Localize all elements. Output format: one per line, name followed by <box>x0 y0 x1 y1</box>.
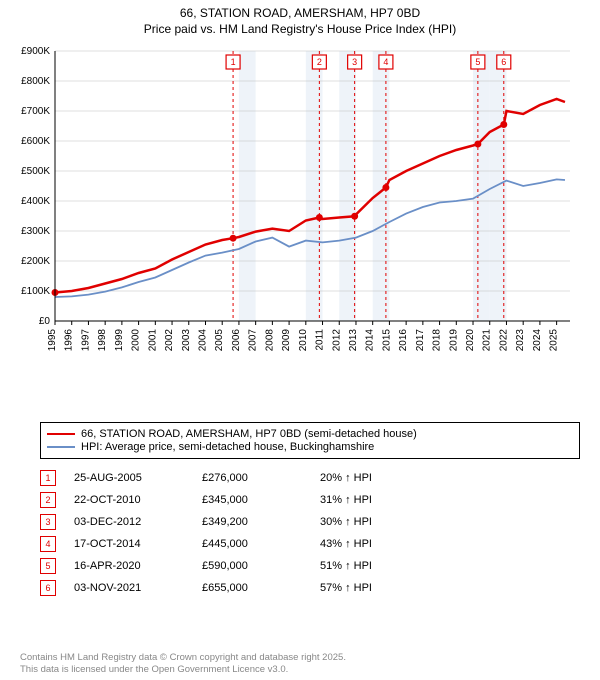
x-tick-label: 2000 <box>131 329 142 352</box>
footer-text: Contains HM Land Registry data © Crown c… <box>20 652 580 676</box>
legend-item: 66, STATION ROAD, AMERSHAM, HP7 0BD (sem… <box>47 428 573 440</box>
event-row: 4 17-OCT-2014 £445,000 43% ↑ HPI <box>40 533 580 555</box>
legend-swatch <box>47 446 75 448</box>
x-tick-label: 2002 <box>164 329 175 352</box>
x-tick-label: 2001 <box>147 329 158 352</box>
y-tick-label: £0 <box>39 316 51 327</box>
y-tick-label: £700K <box>21 106 50 117</box>
data-point <box>230 235 237 242</box>
chart-container: £0 £100K £200K £300K £400K £500K £600K £700K £80… <box>10 43 580 414</box>
event-row: 1 25-AUG-2005 £276,000 20% ↑ HPI <box>40 467 580 489</box>
event-number: 3 <box>40 514 56 530</box>
x-tick-label: 2021 <box>482 329 493 352</box>
x-tick-label: 2024 <box>532 329 543 352</box>
event-row: 5 16-APR-2020 £590,000 51% ↑ HPI <box>40 555 580 577</box>
x-tick-label: 2017 <box>415 329 426 352</box>
event-date: 03-DEC-2012 <box>74 516 184 528</box>
event-row: 2 22-OCT-2010 £345,000 31% ↑ HPI <box>40 489 580 511</box>
event-number: 4 <box>40 536 56 552</box>
title-line1: 66, STATION ROAD, AMERSHAM, HP7 0BD <box>0 6 600 22</box>
x-tick-label: 2003 <box>181 329 192 352</box>
data-point <box>500 121 507 128</box>
x-tick-label: 2023 <box>515 329 526 352</box>
event-date: 25-AUG-2005 <box>74 472 184 484</box>
x-tick-label: 1999 <box>114 329 125 352</box>
event-pct: 51% ↑ HPI <box>320 560 372 572</box>
event-pct: 43% ↑ HPI <box>320 538 372 550</box>
event-row: 6 03-NOV-2021 £655,000 57% ↑ HPI <box>40 577 580 599</box>
event-price: £655,000 <box>202 582 302 594</box>
title-line2: Price paid vs. HM Land Registry's House … <box>0 22 600 38</box>
x-tick-label: 2004 <box>197 329 208 352</box>
event-pct: 30% ↑ HPI <box>320 516 372 528</box>
y-tick-label: £300K <box>21 226 50 237</box>
data-point <box>351 213 358 220</box>
legend-label: 66, STATION ROAD, AMERSHAM, HP7 0BD (sem… <box>81 428 417 440</box>
event-pct: 31% ↑ HPI <box>320 494 372 506</box>
x-tick-label: 2018 <box>432 329 443 352</box>
event-price: £349,200 <box>202 516 302 528</box>
event-marker-label: 5 <box>475 57 480 67</box>
footer-line1: Contains HM Land Registry data © Crown c… <box>20 652 580 664</box>
legend-swatch <box>47 433 75 435</box>
x-tick-label: 2022 <box>498 329 509 352</box>
x-tick-label: 2005 <box>214 329 225 352</box>
event-marker-label: 4 <box>383 57 388 67</box>
y-tick-label: £600K <box>21 136 50 147</box>
event-price: £276,000 <box>202 472 302 484</box>
x-tick-label: 2010 <box>298 329 309 352</box>
x-tick-label: 2011 <box>315 329 326 351</box>
x-tick-label: 1995 <box>47 329 58 352</box>
x-tick-label: 2013 <box>348 329 359 352</box>
event-number: 2 <box>40 492 56 508</box>
legend-box: 66, STATION ROAD, AMERSHAM, HP7 0BD (sem… <box>40 422 580 459</box>
legend-item: HPI: Average price, semi-detached house,… <box>47 441 573 453</box>
y-tick-label: £800K <box>21 76 50 87</box>
x-tick-label: 1997 <box>80 329 91 352</box>
x-tick-label: 1998 <box>97 329 108 352</box>
data-point <box>316 214 323 221</box>
x-tick-label: 2015 <box>381 329 392 352</box>
data-point <box>474 141 481 148</box>
x-tick-label: 2006 <box>231 329 242 352</box>
y-tick-label: £900K <box>21 46 50 57</box>
event-price: £590,000 <box>202 560 302 572</box>
x-tick-label: 2019 <box>448 329 459 352</box>
event-price: £345,000 <box>202 494 302 506</box>
x-tick-label: 2016 <box>398 329 409 352</box>
x-tick-label: 2020 <box>465 329 476 352</box>
x-tick-label: 2007 <box>248 329 259 352</box>
y-tick-label: £500K <box>21 166 50 177</box>
event-row: 3 03-DEC-2012 £349,200 30% ↑ HPI <box>40 511 580 533</box>
event-marker-label: 2 <box>317 57 322 67</box>
event-number: 6 <box>40 580 56 596</box>
x-tick-label: 2008 <box>264 329 275 352</box>
x-tick-label: 2012 <box>331 329 342 352</box>
footer-line2: This data is licensed under the Open Gov… <box>20 664 580 676</box>
events-table: 1 25-AUG-2005 £276,000 20% ↑ HPI 2 22-OCT-201… <box>40 467 580 599</box>
chart-title: 66, STATION ROAD, AMERSHAM, HP7 0BD Pric… <box>0 6 600 37</box>
x-tick-label: 2025 <box>549 329 560 352</box>
event-date: 03-NOV-2021 <box>74 582 184 594</box>
x-tick-label: 2009 <box>281 329 292 352</box>
event-marker-label: 3 <box>352 57 357 67</box>
event-pct: 20% ↑ HPI <box>320 472 372 484</box>
event-date: 22-OCT-2010 <box>74 494 184 506</box>
event-date: 17-OCT-2014 <box>74 538 184 550</box>
price-chart: £0 £100K £200K £300K £400K £500K £600K £700K £80… <box>10 43 570 411</box>
x-tick-label: 1996 <box>64 329 75 352</box>
x-tick-label: 2014 <box>365 329 376 352</box>
y-tick-label: £400K <box>21 196 50 207</box>
y-tick-label: £200K <box>21 256 50 267</box>
event-date: 16-APR-2020 <box>74 560 184 572</box>
event-marker-label: 1 <box>231 57 236 67</box>
event-number: 1 <box>40 470 56 486</box>
event-pct: 57% ↑ HPI <box>320 582 372 594</box>
event-marker-label: 6 <box>501 57 506 67</box>
legend-label: HPI: Average price, semi-detached house,… <box>81 441 374 453</box>
event-number: 5 <box>40 558 56 574</box>
y-tick-label: £100K <box>21 286 50 297</box>
data-point <box>382 184 389 191</box>
event-price: £445,000 <box>202 538 302 550</box>
